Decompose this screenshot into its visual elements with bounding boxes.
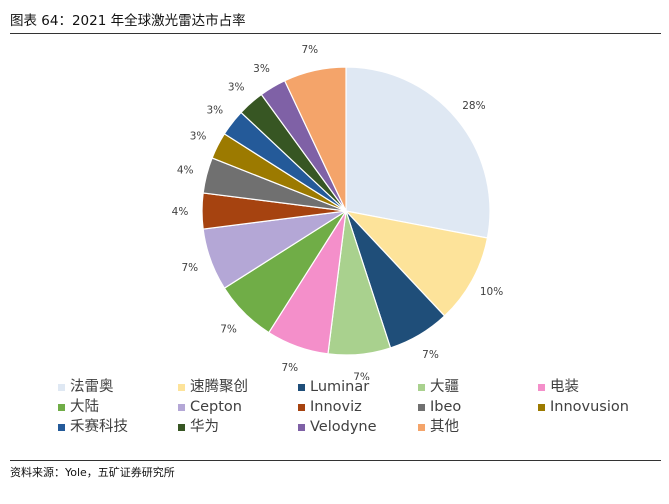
legend-swatch [58, 403, 65, 411]
legend-swatch [538, 383, 545, 391]
legend-item-8: Ibeo [418, 398, 461, 416]
chart-title: 图表 64：2021 年全球激光雷达市占率 [10, 13, 246, 29]
data-label-11: 3% [228, 82, 245, 94]
data-label-7: 4% [172, 206, 189, 218]
legend-item-6: Cepton [178, 398, 242, 416]
legend-item-11: 华为 [178, 418, 219, 436]
legend-label: Cepton [190, 399, 242, 415]
data-label-1: 10% [480, 286, 503, 298]
data-label-0: 28% [462, 100, 485, 112]
data-label-12: 3% [253, 63, 270, 75]
data-label-9: 3% [190, 131, 207, 143]
legend-item-13: 其他 [418, 418, 459, 436]
pie-data-labels: 28% 10% 7% 7% 7% 7% 7% 4% 4% 3% 3% 3% 3% 7% [172, 44, 504, 380]
legend-swatch [178, 423, 185, 431]
legend-label: 禾赛科技 [70, 419, 128, 435]
legend-item-7: Innoviz [298, 398, 362, 416]
legend-item-12: Velodyne [298, 418, 377, 436]
legend-swatch [538, 403, 545, 411]
legend-item-5: 大陆 [58, 398, 99, 416]
data-label-13: 7% [301, 44, 318, 56]
legend-swatch [298, 423, 305, 431]
legend-item-0: 法雷奥 [58, 378, 114, 396]
source-note: 资料来源：Yole，五矿证券研究所 [10, 466, 175, 479]
legend-item-3: 大疆 [418, 378, 459, 396]
legend-label: Innovusion [550, 399, 629, 415]
legend-label: 法雷奥 [70, 379, 114, 395]
legend-swatch [58, 423, 65, 431]
data-label-5: 7% [220, 323, 237, 335]
legend-item-1: 速腾聚创 [178, 378, 248, 396]
bottom-divider [10, 460, 661, 461]
data-label-8: 4% [177, 165, 194, 177]
legend-label: Ibeo [430, 399, 462, 415]
data-label-2: 7% [422, 349, 439, 361]
legend-label: 速腾聚创 [190, 379, 248, 395]
legend-label: Velodyne [310, 419, 377, 435]
legend-swatch [178, 403, 185, 411]
legend-swatch [298, 383, 305, 391]
legend-swatch [58, 383, 65, 391]
legend-swatch [418, 423, 425, 431]
legend-label: Innoviz [310, 399, 362, 415]
legend-swatch [298, 403, 305, 411]
data-label-4: 7% [281, 362, 298, 374]
legend-label: 电装 [550, 379, 579, 395]
pie-chart: 28% 10% 7% 7% 7% 7% 7% 4% 4% 3% 3% 3% 3% 7% [172, 44, 504, 380]
legend-swatch [418, 403, 425, 411]
legend-label: 华为 [190, 419, 219, 435]
legend-label: Luminar [310, 379, 370, 395]
legend-label: 大陆 [70, 399, 99, 415]
pie-slice-0 [345, 66, 491, 239]
legend-item-2: Luminar [298, 378, 369, 396]
legend-label: 其他 [430, 419, 459, 435]
legend-item-4: 电装 [538, 378, 579, 396]
legend-label: 大疆 [430, 379, 459, 395]
pie-slice-13 [283, 66, 347, 212]
data-label-10: 3% [206, 104, 223, 116]
data-label-6: 7% [181, 262, 198, 274]
legend-item-10: 禾赛科技 [58, 418, 128, 436]
legend-swatch [418, 383, 425, 391]
pie-slices [201, 66, 491, 356]
pie-slice-1 [344, 210, 489, 317]
data-label-3: 7% [353, 371, 370, 380]
legend-swatch [178, 383, 185, 391]
top-divider [10, 33, 661, 34]
legend-item-9: Innovusion [538, 398, 629, 416]
